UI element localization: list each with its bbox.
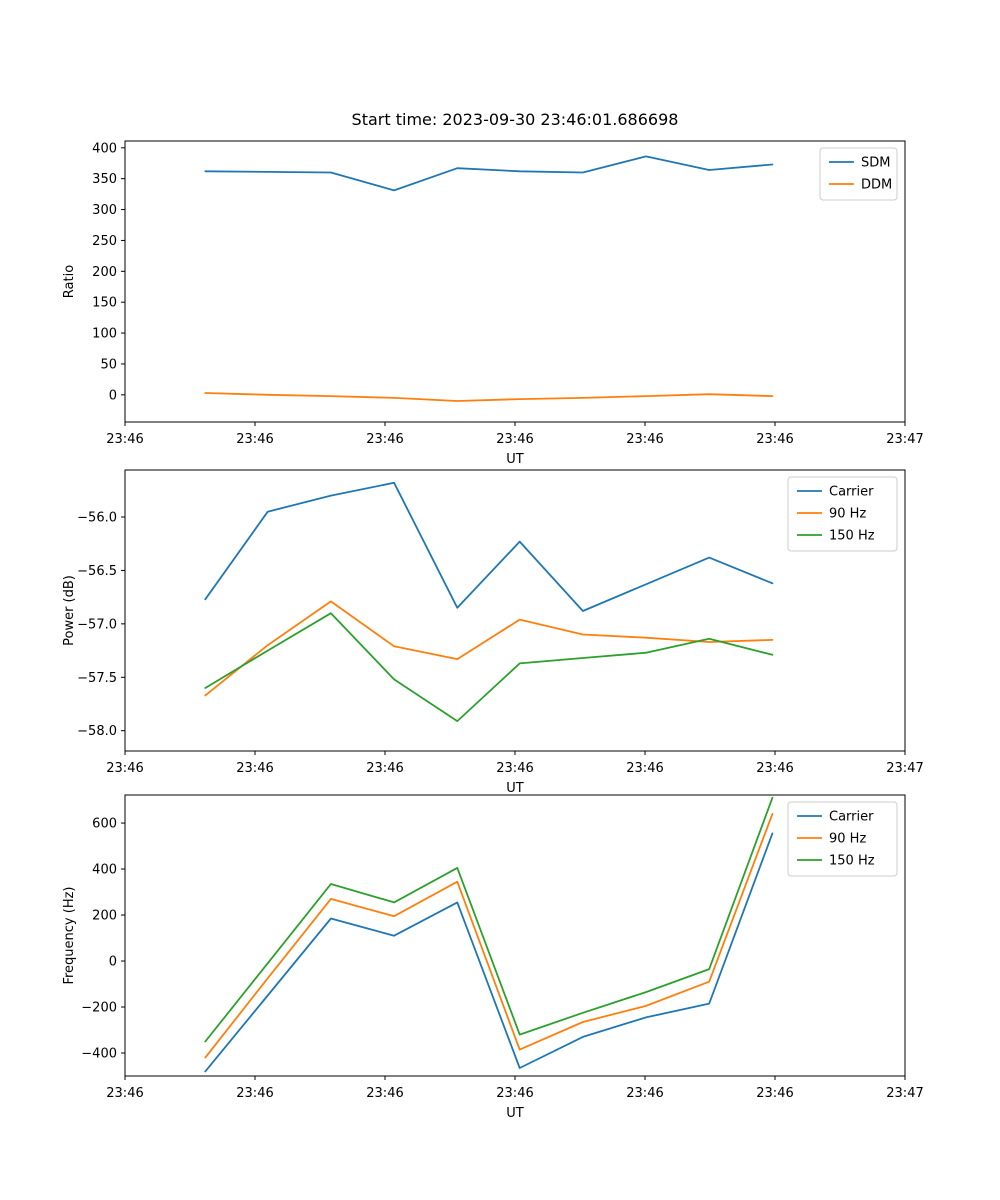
power-legend: Carrier 90 Hz 150 Hz xyxy=(787,476,898,552)
legend-label: DDM xyxy=(861,178,892,193)
x-tick-label: 23:46 xyxy=(496,432,533,447)
power-series-150-hz xyxy=(204,612,774,722)
legend-label: Carrier xyxy=(829,810,874,825)
power-x-axis: 23:46 23:46 23:46 23:46 23:46 23:46 23:47 xyxy=(106,751,924,776)
x-tick-label: 23:46 xyxy=(496,761,533,776)
figure-title: Start time: 2023-09-30 23:46:01.686698 xyxy=(351,110,679,129)
y-tick-label: −400 xyxy=(81,1047,117,1062)
x-tick-label: 23:46 xyxy=(236,432,273,447)
legend-label: 90 Hz xyxy=(829,507,866,522)
x-tick-label: 23:46 xyxy=(626,432,663,447)
y-tick-label: −56.0 xyxy=(77,511,117,526)
y-tick-label: 600 xyxy=(92,817,117,832)
x-tick-label: 23:46 xyxy=(756,432,793,447)
y-tick-label: 400 xyxy=(92,141,117,156)
legend-label: 150 Hz xyxy=(829,529,875,544)
ratio-legend: SDM DDM xyxy=(819,147,898,201)
y-tick-label: 350 xyxy=(92,172,117,187)
power-y-axis: −56.0 −56.5 −57.0 −57.5 −58.0 xyxy=(77,511,125,739)
y-tick-label: 200 xyxy=(92,909,117,924)
legend-box xyxy=(787,476,898,552)
y-tick-label: −56.5 xyxy=(77,564,117,579)
x-tick-label: 23:46 xyxy=(756,1086,793,1101)
ratio-series-ddm xyxy=(204,392,774,402)
legend-label: 150 Hz xyxy=(829,854,875,869)
ratio-x-axis: 23:46 23:46 23:46 23:46 23:46 23:46 23:47 xyxy=(106,422,924,447)
x-tick-label: 23:46 xyxy=(236,761,273,776)
y-tick-label: 200 xyxy=(92,265,117,280)
legend-label: Carrier xyxy=(829,485,874,500)
ratio-y-axis-label: Ratio xyxy=(62,265,77,298)
frequency-x-axis: 23:46 23:46 23:46 23:46 23:46 23:46 23:47 xyxy=(106,1076,924,1101)
x-tick-label: 23:46 xyxy=(106,432,143,447)
legend-box xyxy=(819,147,898,201)
x-tick-label: 23:46 xyxy=(626,761,663,776)
y-tick-label: −200 xyxy=(81,1001,117,1016)
y-tick-label: 0 xyxy=(109,955,117,970)
frequency-y-axis-label: Frequency (Hz) xyxy=(62,886,77,984)
axes-frame xyxy=(124,140,906,423)
y-tick-label: 300 xyxy=(92,203,117,218)
x-tick-label: 23:46 xyxy=(236,1086,273,1101)
y-tick-label: 400 xyxy=(92,863,117,878)
x-tick-label: 23:46 xyxy=(756,761,793,776)
frequency-series-90-hz xyxy=(204,813,774,1059)
frequency-series-carrier xyxy=(204,832,774,1073)
y-tick-label: −58.0 xyxy=(77,724,117,739)
legend-label: 90 Hz xyxy=(829,832,866,847)
y-tick-label: 100 xyxy=(92,327,117,342)
frequency-series-150-hz xyxy=(204,796,774,1043)
power-series-carrier xyxy=(204,481,774,612)
ratio-y-axis: 400 350 300 250 200 150 100 50 0 xyxy=(92,141,125,403)
y-tick-label: 150 xyxy=(92,296,117,311)
x-tick-label: 23:47 xyxy=(886,432,923,447)
x-tick-label: 23:46 xyxy=(366,432,403,447)
y-tick-label: −57.5 xyxy=(77,671,117,686)
x-tick-label: 23:47 xyxy=(886,761,923,776)
power-y-axis-label: Power (dB) xyxy=(62,575,77,646)
y-tick-label: 50 xyxy=(100,357,117,372)
power-x-axis-label: UT xyxy=(506,781,524,796)
y-tick-label: −57.0 xyxy=(77,617,117,632)
x-tick-label: 23:46 xyxy=(366,1086,403,1101)
y-tick-label: 250 xyxy=(92,234,117,249)
frequency-y-axis: 600 400 200 0 −200 −400 xyxy=(81,817,125,1062)
power-series-90-hz xyxy=(204,600,774,697)
x-tick-label: 23:46 xyxy=(496,1086,533,1101)
x-tick-label: 23:46 xyxy=(106,761,143,776)
frequency-x-axis-label: UT xyxy=(506,1106,524,1121)
x-tick-label: 23:46 xyxy=(366,761,403,776)
x-tick-label: 23:46 xyxy=(626,1086,663,1101)
x-tick-label: 23:47 xyxy=(886,1086,923,1101)
frequency-legend: Carrier 90 Hz 150 Hz xyxy=(787,801,898,877)
legend-box xyxy=(787,801,898,877)
power-chart: −56.0−56.5−57.0−57.5−58.023:46 23:46 23:46… xyxy=(62,469,924,796)
y-tick-label: 0 xyxy=(109,388,117,403)
ratio-x-axis-label: UT xyxy=(506,452,524,467)
ratio-series-sdm xyxy=(204,155,774,192)
legend-label: SDM xyxy=(861,156,890,171)
x-tick-label: 23:46 xyxy=(106,1086,143,1101)
